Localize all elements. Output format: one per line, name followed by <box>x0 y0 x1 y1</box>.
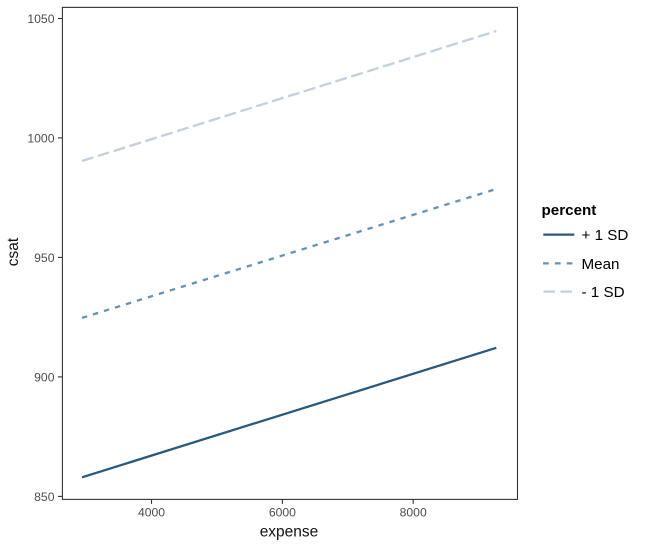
svg-text:csat: csat <box>5 237 22 266</box>
svg-text:6000: 6000 <box>269 506 296 520</box>
svg-text:expense: expense <box>260 524 319 541</box>
svg-text:percent: percent <box>542 202 597 219</box>
svg-text:8000: 8000 <box>400 506 427 520</box>
svg-text:- 1 SD: - 1 SD <box>582 284 625 301</box>
svg-text:1050: 1050 <box>27 12 54 26</box>
svg-text:4000: 4000 <box>138 506 165 520</box>
svg-text:+ 1 SD: + 1 SD <box>582 227 629 244</box>
svg-text:900: 900 <box>34 370 55 384</box>
svg-text:850: 850 <box>34 490 55 504</box>
svg-text:950: 950 <box>34 251 55 265</box>
svg-text:1000: 1000 <box>27 131 54 145</box>
svg-text:Mean: Mean <box>582 256 620 273</box>
